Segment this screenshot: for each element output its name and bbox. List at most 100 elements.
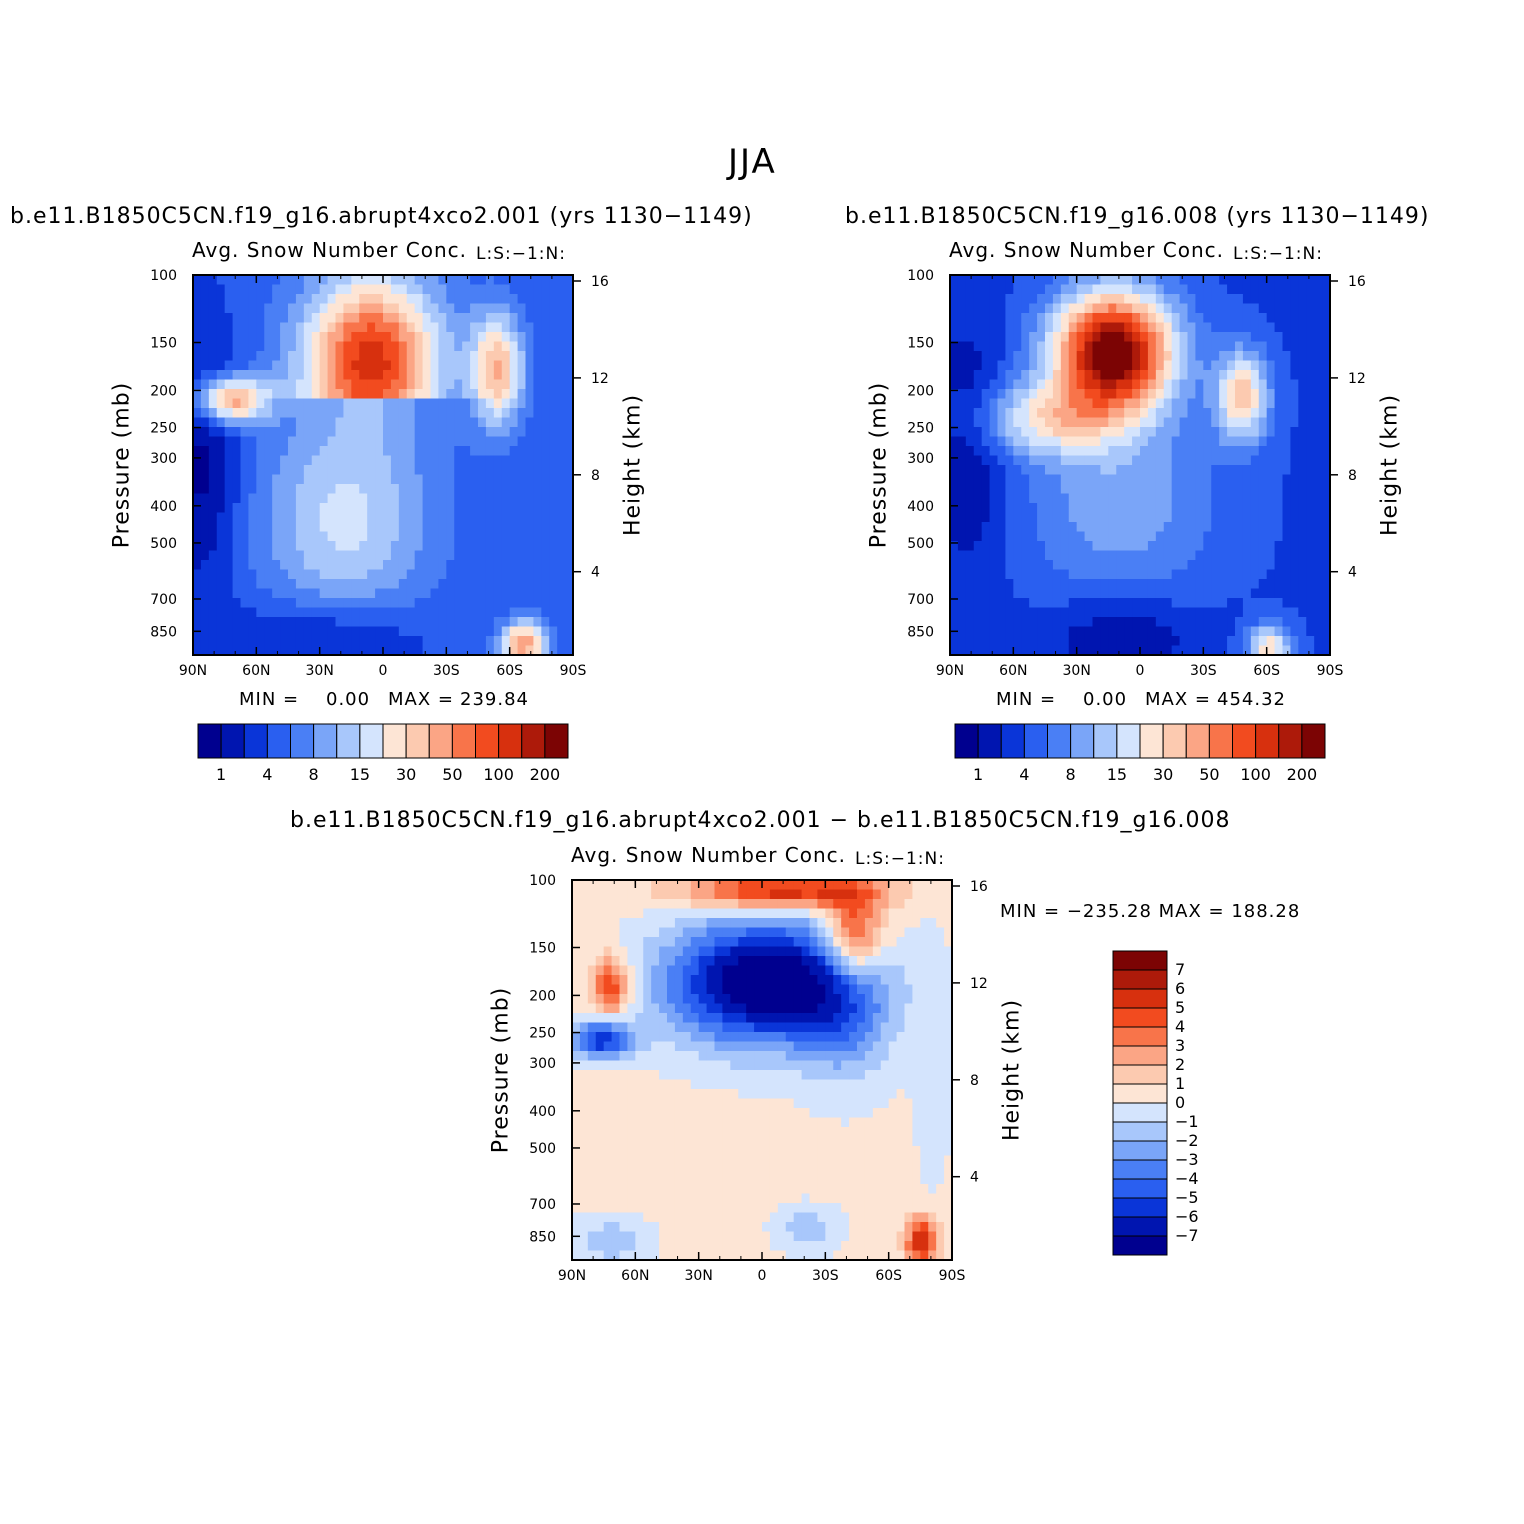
heatmap-cell <box>509 398 519 409</box>
heatmap-cell <box>1124 569 1133 580</box>
heatmap-cell <box>517 351 527 362</box>
heatmap-cell <box>1068 617 1078 628</box>
heatmap-cell <box>438 588 447 599</box>
heatmap-cell <box>430 455 440 466</box>
heatmap-cell <box>1298 531 1307 542</box>
heatmap-cell <box>240 569 250 580</box>
heatmap-cell <box>989 531 999 542</box>
heatmap-cell <box>1282 417 1292 428</box>
heatmap-cell <box>1322 398 1331 409</box>
heatmap-cell <box>493 341 503 352</box>
heatmap-cell <box>303 360 313 371</box>
heatmap-cell <box>1045 455 1054 466</box>
heatmap-cell <box>1037 626 1046 637</box>
heatmap-cell <box>1052 522 1062 533</box>
heatmap-cell <box>1242 550 1252 561</box>
heatmap-cell <box>1274 436 1284 447</box>
heatmap-cell <box>1163 436 1173 447</box>
heatmap-cell <box>1155 332 1165 343</box>
heatmap-cell <box>643 1003 652 1014</box>
x-tick-label: 60N <box>242 663 270 679</box>
heatmap-cell <box>1211 332 1220 343</box>
heatmap-cell <box>557 598 566 609</box>
heatmap-cell <box>343 332 352 343</box>
heatmap-cell <box>1108 351 1117 362</box>
heatmap-cell <box>422 455 432 466</box>
heatmap-cell <box>390 379 400 390</box>
heatmap-cell <box>335 626 345 637</box>
heatmap-cell <box>485 417 495 428</box>
heatmap-cell <box>1306 417 1315 428</box>
heatmap-cell <box>462 379 471 390</box>
heatmap-cell <box>485 465 495 476</box>
heatmap-cell <box>619 965 629 976</box>
heatmap-cell <box>470 522 479 533</box>
heatmap-cell <box>319 607 329 618</box>
heatmap-cell <box>272 408 281 419</box>
heatmap-cell <box>981 417 991 428</box>
heatmap-cell <box>682 1022 692 1033</box>
heatmap-cell <box>572 1060 581 1071</box>
heatmap-cell <box>335 531 345 542</box>
heatmap-cell <box>989 550 999 561</box>
heatmap-cell <box>1250 303 1260 314</box>
heatmap-cell <box>1235 275 1244 286</box>
heatmap-cell <box>565 465 574 476</box>
heatmap-cell <box>896 956 906 967</box>
heatmap-cell <box>383 579 392 590</box>
heatmap-cell <box>517 645 527 656</box>
heatmap-cell <box>1322 332 1331 343</box>
heatmap-cell <box>849 956 858 967</box>
heatmap-cell <box>541 522 550 533</box>
heatmap-cell <box>256 541 265 552</box>
heatmap-cell <box>549 636 558 647</box>
heatmap-cell <box>430 351 440 362</box>
heatmap-cell <box>595 937 605 948</box>
heatmap-cell <box>533 522 542 533</box>
heatmap-cell <box>280 465 289 476</box>
heatmap-cell <box>981 598 991 609</box>
heatmap-cell <box>1179 427 1189 438</box>
heatmap-cell <box>383 474 392 485</box>
heatmap-cell <box>351 522 360 533</box>
heatmap-cell <box>1242 522 1252 533</box>
heatmap-cell <box>264 474 273 485</box>
heatmap-cell <box>1163 617 1173 628</box>
heatmap-cell <box>957 493 967 504</box>
heatmap-cell <box>698 994 708 1005</box>
heatmap-cell <box>398 531 408 542</box>
heatmap-cell <box>1147 370 1157 381</box>
heatmap-cell <box>406 484 416 495</box>
heatmap-cell <box>311 360 321 371</box>
heatmap-cell <box>981 294 991 305</box>
heatmap-cell <box>833 1051 842 1062</box>
heatmap-cell <box>1219 294 1228 305</box>
heatmap-cell <box>383 636 392 647</box>
heatmap-cell <box>809 1022 819 1033</box>
heatmap-cell <box>295 636 305 647</box>
heatmap-cell <box>240 398 250 409</box>
heatmap-cell <box>738 1013 747 1024</box>
heatmap-cell <box>200 465 210 476</box>
heatmap-cell <box>777 984 787 995</box>
heatmap-cell <box>825 956 834 967</box>
heatmap-cell <box>470 313 479 324</box>
heatmap-cell <box>375 360 384 371</box>
heatmap-cell <box>557 560 566 571</box>
heatmap-cell <box>738 975 747 986</box>
heatmap-cell <box>880 1060 890 1071</box>
heatmap-cell <box>288 303 297 314</box>
heatmap-cell <box>208 645 218 656</box>
heatmap-cell <box>430 370 440 381</box>
heatmap-cell <box>1155 294 1165 305</box>
heatmap-cell <box>485 351 495 362</box>
heatmap-cell <box>272 370 281 381</box>
heatmap-cell <box>738 994 747 1005</box>
heatmap-cell <box>351 503 360 514</box>
heatmap-cell <box>311 455 321 466</box>
heatmap-cell <box>809 1013 819 1024</box>
heatmap-cell <box>1187 512 1197 523</box>
heatmap-cell <box>335 598 345 609</box>
heatmap-cell <box>989 474 999 485</box>
heatmap-cell <box>1124 512 1133 523</box>
